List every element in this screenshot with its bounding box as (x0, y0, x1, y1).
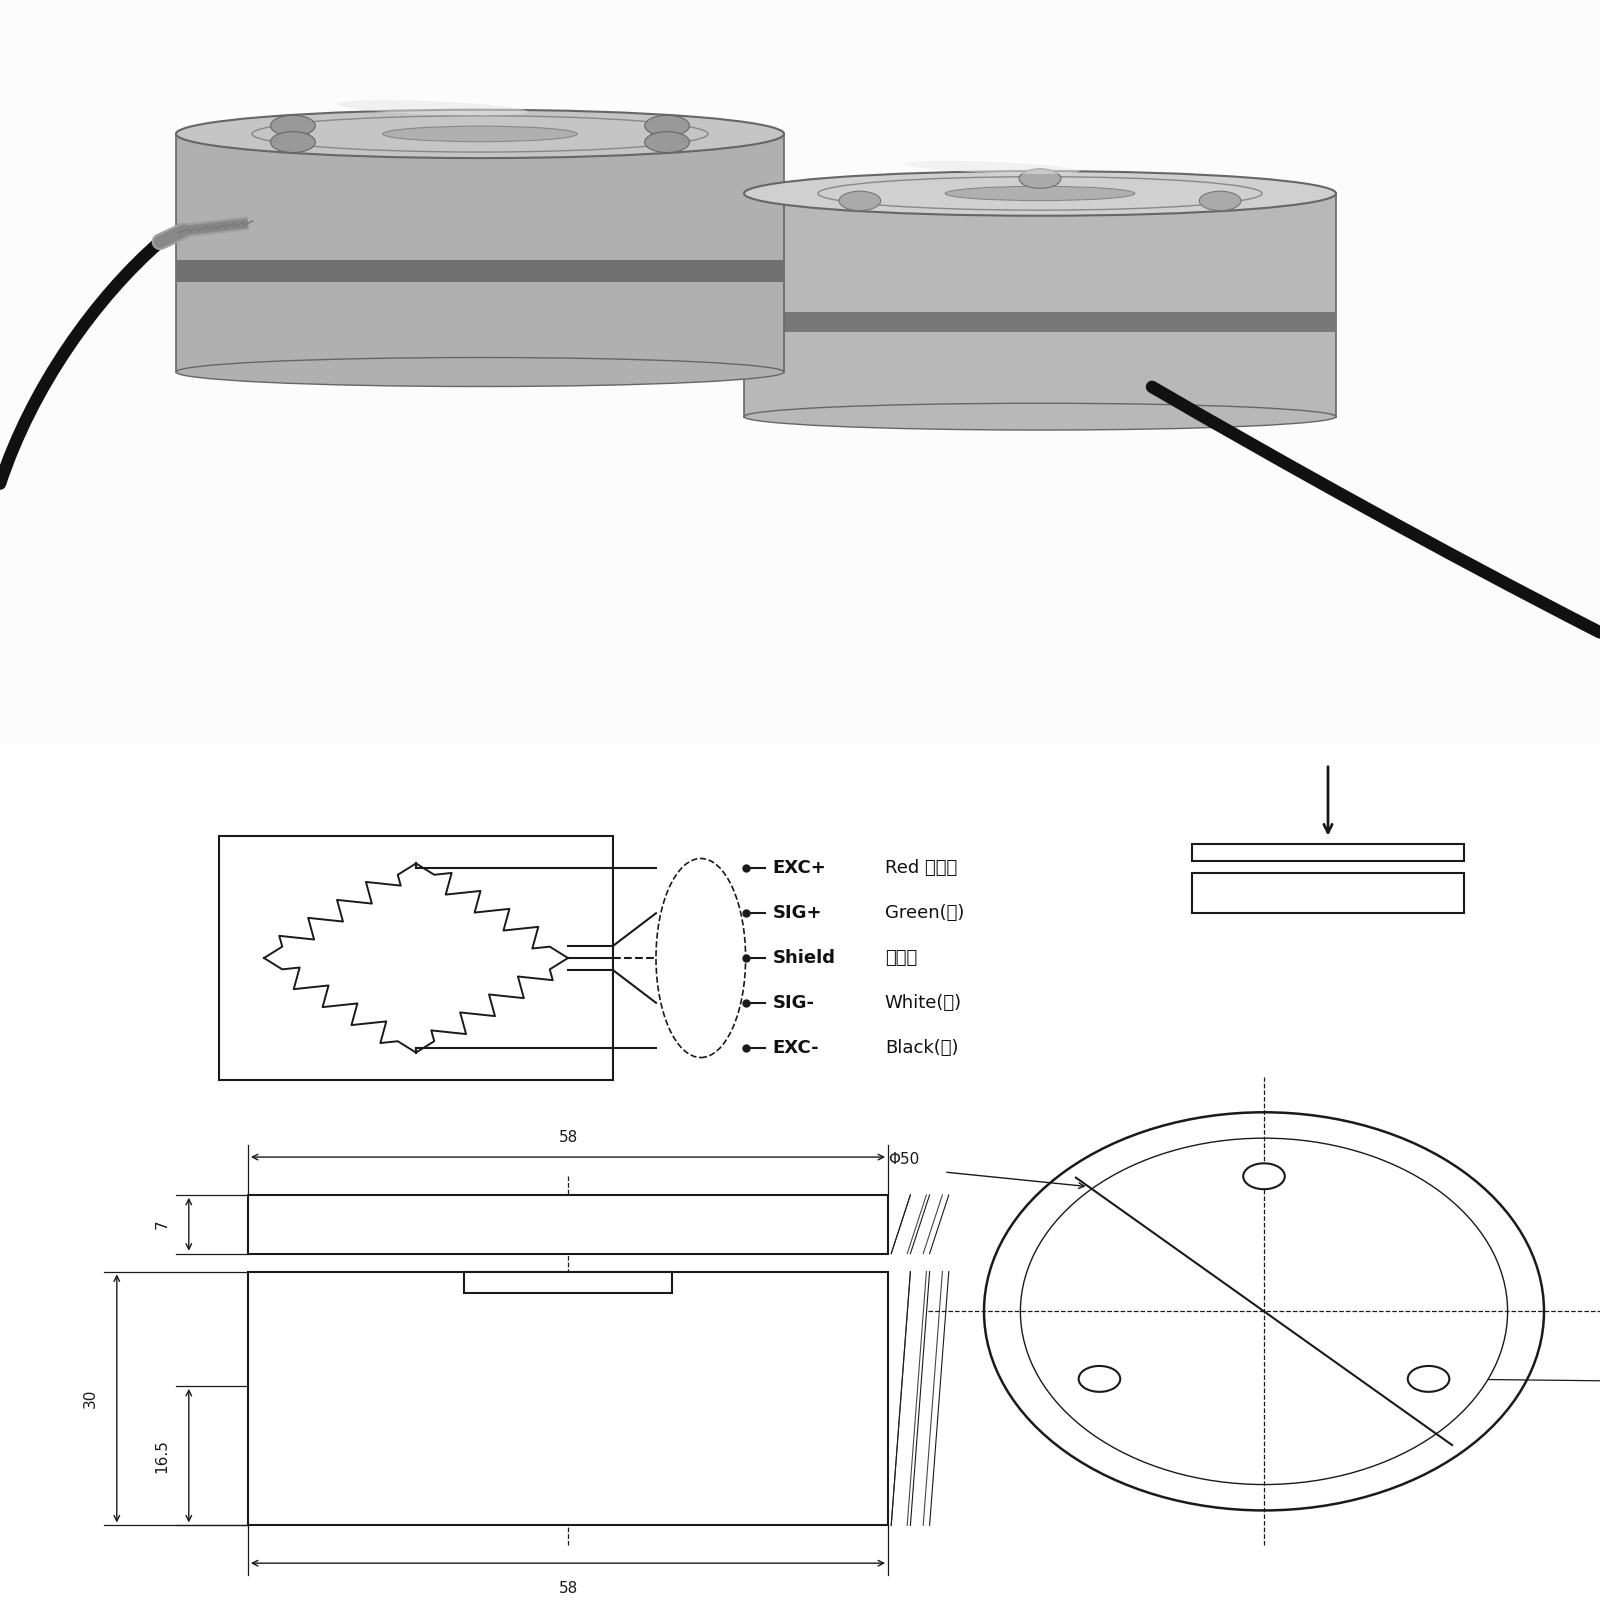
Bar (219, 835, 613, 1080)
Ellipse shape (744, 403, 1336, 430)
Circle shape (1408, 1366, 1450, 1392)
Ellipse shape (818, 176, 1262, 210)
Circle shape (270, 131, 315, 152)
Text: EXC+: EXC+ (773, 859, 827, 877)
Text: SIG-: SIG- (773, 994, 814, 1011)
Bar (248, 1272, 888, 1525)
Text: SIG+: SIG+ (773, 904, 822, 922)
Ellipse shape (382, 126, 578, 142)
Circle shape (270, 115, 315, 136)
Bar (1192, 843, 1464, 861)
Ellipse shape (176, 110, 784, 158)
Text: Black(黑): Black(黑) (885, 1038, 958, 1056)
Bar (248, 1195, 888, 1254)
Circle shape (1019, 170, 1061, 189)
Circle shape (1200, 192, 1242, 211)
Text: Green(绿): Green(绿) (885, 904, 965, 922)
Text: White(白): White(白) (885, 994, 962, 1011)
Bar (744, 194, 1336, 416)
Circle shape (645, 115, 690, 136)
Bar (176, 261, 784, 282)
Text: 58: 58 (558, 1581, 578, 1597)
Ellipse shape (251, 115, 707, 152)
Text: 屏蔽线: 屏蔽线 (885, 949, 917, 966)
Text: 58: 58 (558, 1130, 578, 1146)
Text: Φ50: Φ50 (888, 1152, 920, 1166)
Bar (176, 134, 784, 371)
Text: EXC-: EXC- (773, 1038, 819, 1056)
Bar (464, 1272, 672, 1293)
Circle shape (1243, 1163, 1285, 1189)
Text: Shield: Shield (773, 949, 835, 966)
Circle shape (1078, 1366, 1120, 1392)
Circle shape (645, 131, 690, 152)
Text: 30: 30 (83, 1389, 98, 1408)
Bar (1192, 874, 1464, 914)
Ellipse shape (176, 357, 784, 387)
Circle shape (838, 192, 880, 211)
Text: Red （红）: Red （红） (885, 859, 957, 877)
Bar (744, 312, 1336, 331)
Ellipse shape (1021, 1138, 1507, 1485)
Ellipse shape (904, 160, 1080, 174)
Ellipse shape (336, 101, 528, 115)
Text: 16.5: 16.5 (155, 1438, 170, 1472)
Ellipse shape (744, 171, 1336, 216)
Text: 7: 7 (155, 1219, 170, 1229)
Ellipse shape (946, 186, 1134, 200)
Circle shape (1019, 170, 1061, 189)
Ellipse shape (984, 1112, 1544, 1510)
